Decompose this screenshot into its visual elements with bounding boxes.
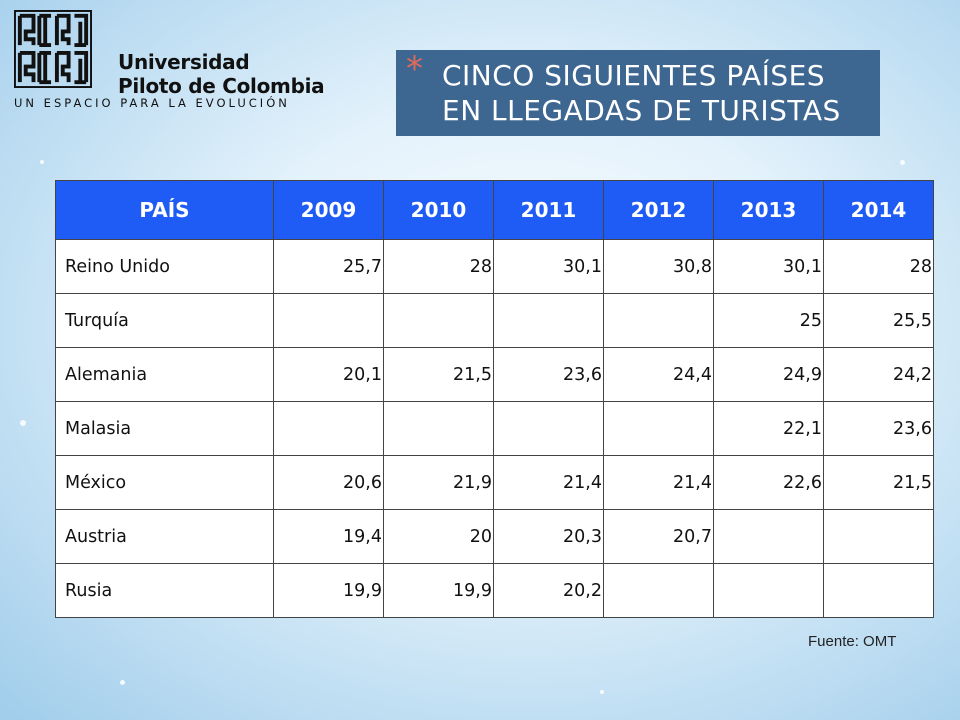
header-cell-year: 2013 xyxy=(713,180,824,240)
value-cell xyxy=(603,401,714,456)
sparkle-decoration xyxy=(40,160,44,164)
table-header-row: PAÍS 2009 2010 2011 2012 2013 2014 xyxy=(55,180,934,240)
country-cell: Malasia xyxy=(55,401,274,456)
university-name-line2: Piloto de Colombia xyxy=(118,74,325,98)
value-cell xyxy=(493,401,604,456)
value-cell: 19,9 xyxy=(273,563,384,618)
table-row: México 20,6 21,9 21,4 21,4 22,6 21,5 xyxy=(55,455,934,510)
value-cell xyxy=(823,509,934,564)
value-cell xyxy=(273,401,384,456)
value-cell: 22,1 xyxy=(713,401,824,456)
value-cell: 20,2 xyxy=(493,563,604,618)
value-cell: 30,8 xyxy=(603,239,714,294)
tourist-arrivals-table: PAÍS 2009 2010 2011 2012 2013 2014 Reino… xyxy=(55,180,934,618)
value-cell xyxy=(383,293,494,348)
value-cell: 23,6 xyxy=(823,401,934,456)
university-logo-mark-icon xyxy=(14,10,92,88)
value-cell: 19,4 xyxy=(273,509,384,564)
value-cell: 30,1 xyxy=(713,239,824,294)
value-cell: 28 xyxy=(823,239,934,294)
slide-title-line1: CINCO SIGUIENTES PAÍSES xyxy=(442,59,826,92)
slide-title: CINCO SIGUIENTES PAÍSES EN LLEGADAS DE T… xyxy=(442,58,841,128)
value-cell xyxy=(713,509,824,564)
header-cell-year: 2010 xyxy=(383,180,494,240)
header-cell-year: 2009 xyxy=(273,180,384,240)
table-row: Alemania 20,1 21,5 23,6 24,4 24,9 24,2 xyxy=(55,347,934,402)
value-cell: 24,4 xyxy=(603,347,714,402)
value-cell: 22,6 xyxy=(713,455,824,510)
sparkle-decoration xyxy=(120,680,125,685)
sparkle-decoration xyxy=(900,160,905,165)
value-cell: 21,4 xyxy=(493,455,604,510)
value-cell: 23,6 xyxy=(493,347,604,402)
header-cell-country: PAÍS xyxy=(55,180,274,240)
value-cell: 20,1 xyxy=(273,347,384,402)
slide-title-line2: EN LLEGADAS DE TURISTAS xyxy=(442,94,841,127)
university-name: Universidad Piloto de Colombia xyxy=(118,50,325,98)
value-cell xyxy=(273,293,384,348)
value-cell: 30,1 xyxy=(493,239,604,294)
table-row: Rusia 19,9 19,9 20,2 xyxy=(55,563,934,618)
sparkle-decoration xyxy=(600,690,604,694)
country-cell: Rusia xyxy=(55,563,274,618)
table-row: Austria 19,4 20 20,3 20,7 xyxy=(55,509,934,564)
value-cell: 21,4 xyxy=(603,455,714,510)
value-cell: 25 xyxy=(713,293,824,348)
header-cell-year: 2011 xyxy=(493,180,604,240)
university-logo: Universidad Piloto de Colombia UN ESPACI… xyxy=(14,10,325,110)
value-cell xyxy=(493,293,604,348)
value-cell: 24,9 xyxy=(713,347,824,402)
header-cell-year: 2012 xyxy=(603,180,714,240)
value-cell xyxy=(603,293,714,348)
value-cell: 20,7 xyxy=(603,509,714,564)
value-cell: 28 xyxy=(383,239,494,294)
value-cell xyxy=(713,563,824,618)
asterisk-bullet-icon: * xyxy=(406,49,423,89)
table-row: Turquía 25 25,5 xyxy=(55,293,934,348)
value-cell: 20,3 xyxy=(493,509,604,564)
value-cell: 21,5 xyxy=(383,347,494,402)
value-cell xyxy=(823,563,934,618)
country-cell: Austria xyxy=(55,509,274,564)
value-cell: 25,7 xyxy=(273,239,384,294)
country-cell: México xyxy=(55,455,274,510)
country-cell: Alemania xyxy=(55,347,274,402)
country-cell: Turquía xyxy=(55,293,274,348)
sparkle-decoration xyxy=(20,420,26,426)
value-cell: 25,5 xyxy=(823,293,934,348)
slide-title-box: * CINCO SIGUIENTES PAÍSES EN LLEGADAS DE… xyxy=(396,50,880,136)
header-cell-year: 2014 xyxy=(823,180,934,240)
university-tagline: UN ESPACIO PARA LA EVOLUCIÓN xyxy=(14,96,290,110)
value-cell xyxy=(383,401,494,456)
value-cell: 24,2 xyxy=(823,347,934,402)
table-row: Reino Unido 25,7 28 30,1 30,8 30,1 28 xyxy=(55,239,934,294)
country-cell: Reino Unido xyxy=(55,239,274,294)
value-cell: 19,9 xyxy=(383,563,494,618)
value-cell xyxy=(603,563,714,618)
value-cell: 21,5 xyxy=(823,455,934,510)
value-cell: 20 xyxy=(383,509,494,564)
source-note: Fuente: OMT xyxy=(808,633,897,650)
table-row: Malasia 22,1 23,6 xyxy=(55,401,934,456)
value-cell: 20,6 xyxy=(273,455,384,510)
university-name-line1: Universidad xyxy=(118,50,250,74)
value-cell: 21,9 xyxy=(383,455,494,510)
